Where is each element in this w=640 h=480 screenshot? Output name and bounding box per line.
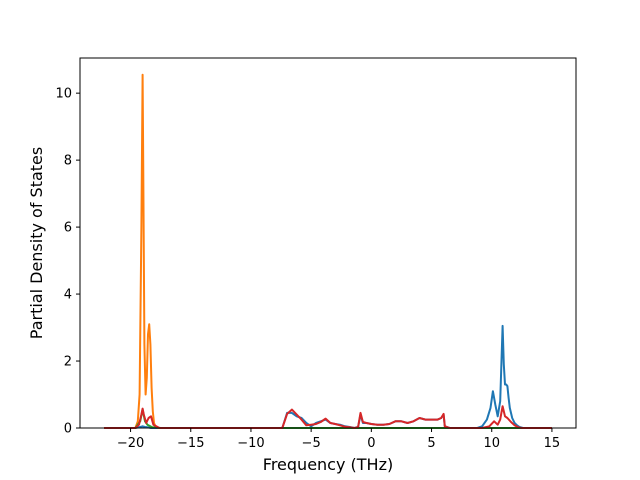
x-tick-label: −20 <box>117 436 144 451</box>
y-tick-label: 4 <box>64 288 72 303</box>
x-tick-label: 15 <box>544 436 561 451</box>
y-ticks: 0 2 4 6 8 10 <box>55 87 80 437</box>
plot-background <box>80 58 576 428</box>
x-tick-label: 5 <box>427 436 435 451</box>
y-tick-label: 8 <box>64 154 72 169</box>
y-tick-label: 6 <box>64 221 72 236</box>
x-axis-label: Frequency (THz) <box>263 455 393 474</box>
series-layer <box>104 73 552 429</box>
series-line-2 <box>104 73 552 429</box>
y-axis-label: Partial Density of States <box>27 147 46 339</box>
x-tick-label: 0 <box>367 436 375 451</box>
x-tick-label: −10 <box>237 436 264 451</box>
series-line-4 <box>104 405 552 429</box>
y-tick-label: 2 <box>64 355 72 370</box>
y-tick-label: 10 <box>55 87 72 102</box>
x-tick-label: −15 <box>177 436 204 451</box>
x-tick-label: 10 <box>483 436 500 451</box>
x-tick-label: −5 <box>302 436 321 451</box>
plot-frame <box>79 57 577 429</box>
y-tick-label: 0 <box>64 422 72 437</box>
x-ticks: −20 −15 −10 −5 0 5 10 15 <box>117 428 560 451</box>
